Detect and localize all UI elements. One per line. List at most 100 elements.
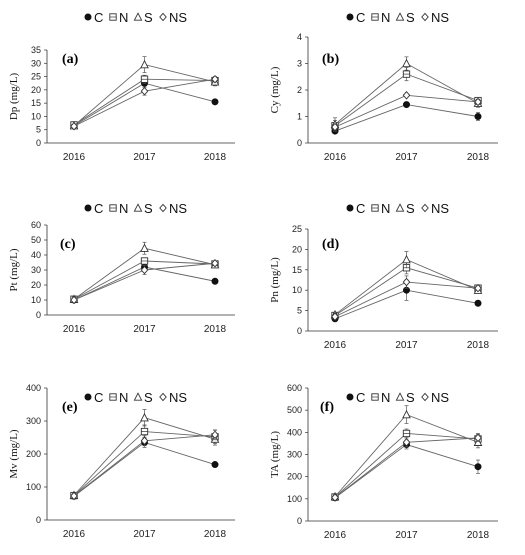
legend-marker-S — [395, 12, 405, 21]
series-line-S — [334, 414, 479, 497]
panel-label: (d) — [322, 237, 339, 252]
data-point-NS — [70, 295, 78, 305]
legend-marker-C — [346, 393, 354, 401]
legend-marker-NS — [421, 392, 429, 402]
data-point-C — [403, 101, 410, 109]
x-tick-label: 2017 — [395, 340, 418, 351]
y-tick-label: 30 — [31, 265, 41, 275]
y-tick-label: 10 — [31, 111, 41, 121]
data-point-C — [474, 463, 482, 471]
data-point-NS — [402, 277, 411, 287]
y-tick-label: 200 — [287, 472, 302, 482]
y-tick-label: 3 — [297, 59, 302, 69]
y-tick-label: 0 — [36, 515, 41, 525]
y-tick-label: 5 — [36, 125, 41, 135]
data-point-NS — [211, 258, 219, 268]
x-tick-label: 2018 — [467, 530, 490, 541]
series-line-C — [73, 441, 216, 497]
data-point-C — [474, 113, 482, 120]
y-tick-label: 100 — [287, 494, 302, 504]
data-point-S — [402, 254, 411, 264]
data-point-NS — [402, 438, 411, 447]
panel-label: (e) — [62, 400, 78, 415]
y-tick-label: 25 — [31, 72, 41, 82]
data-point-NS — [402, 91, 411, 100]
legend-label-S: S — [406, 390, 415, 405]
y-tick-label: 0 — [36, 310, 41, 320]
y-tick-label: 35 — [31, 45, 41, 55]
y-tick-label: 20 — [292, 244, 302, 254]
y-tick-label: 1 — [297, 112, 302, 122]
legend-label-N: N — [119, 390, 128, 405]
legend-marker-NS — [159, 12, 167, 22]
legend-marker-C — [84, 393, 92, 401]
legend-label-NS: NS — [169, 201, 187, 216]
legend-label-C: C — [94, 201, 103, 216]
series-line-NS — [334, 94, 479, 128]
y-tick-label: 30 — [31, 58, 41, 68]
y-tick-label: 400 — [287, 427, 302, 437]
legend-marker-C — [84, 204, 92, 212]
legend-marker-NS — [421, 203, 429, 213]
series-line-C — [334, 444, 479, 499]
legend-label-S: S — [406, 10, 415, 25]
data-point-S — [140, 59, 149, 69]
y-tick-label: 400 — [26, 383, 41, 393]
x-tick-label: 2018 — [204, 529, 227, 540]
panel-label: (c) — [60, 237, 76, 252]
legend-label-NS: NS — [431, 201, 449, 216]
y-tick-label: 20 — [31, 85, 41, 95]
legend-marker-S — [133, 12, 143, 21]
y-tick-label: 500 — [287, 405, 302, 415]
data-point-S — [140, 243, 149, 252]
legend-marker-C — [346, 204, 354, 212]
legend: C N S NS — [84, 390, 187, 405]
y-tick-label: 40 — [31, 250, 41, 260]
y-axis-label: Dp (mg/L) — [8, 72, 20, 120]
legend-label-S: S — [144, 10, 153, 25]
legend: C N S NS — [84, 201, 187, 216]
y-tick-label: 100 — [26, 482, 41, 492]
legend-marker-S — [133, 203, 143, 212]
legend-label-NS: NS — [169, 10, 187, 25]
data-point-NS — [331, 312, 339, 321]
data-point-NS — [211, 430, 219, 440]
chart-panel-1: 0 5 10 15 20 25 30 35 2016 2017 2018 Dp (mg/L) (a) C N… — [8, 10, 235, 163]
x-tick-label: 2017 — [395, 530, 418, 541]
x-tick-label: 2018 — [204, 324, 227, 335]
y-tick-label: 5 — [297, 306, 302, 316]
legend: C N S NS — [84, 10, 187, 25]
data-point-NS — [331, 493, 339, 502]
data-point-C — [211, 461, 219, 469]
panel-label: (f) — [320, 400, 334, 415]
y-tick-label: 20 — [31, 280, 41, 290]
x-tick-label: 2016 — [63, 152, 86, 163]
data-point-NS — [474, 97, 482, 107]
y-axis-label: Mv (mg/L) — [8, 429, 20, 479]
y-tick-label: 200 — [26, 449, 41, 459]
legend: C N S NS — [346, 201, 449, 216]
legend-label-NS: NS — [431, 390, 449, 405]
y-tick-label: 25 — [292, 224, 302, 234]
data-point-S — [140, 412, 149, 422]
y-tick-label: 2 — [297, 85, 302, 95]
legend-label-S: S — [406, 201, 415, 216]
legend-label-NS: NS — [169, 390, 187, 405]
legend-marker-NS — [159, 392, 167, 402]
legend-marker-C — [84, 13, 92, 21]
y-tick-label: 0 — [36, 138, 41, 148]
y-tick-label: 15 — [31, 98, 41, 108]
x-tick-label: 2018 — [467, 152, 490, 163]
legend-marker-NS — [159, 203, 167, 213]
data-point-NS — [211, 74, 219, 84]
y-axis-label: Cy (mg/L) — [269, 66, 281, 113]
data-point-S — [402, 409, 411, 419]
legend-label-NS: NS — [431, 10, 449, 25]
x-tick-label: 2017 — [133, 152, 156, 163]
y-tick-label: 300 — [26, 416, 41, 426]
x-tick-label: 2016 — [324, 340, 347, 351]
legend-marker-C — [346, 13, 354, 21]
